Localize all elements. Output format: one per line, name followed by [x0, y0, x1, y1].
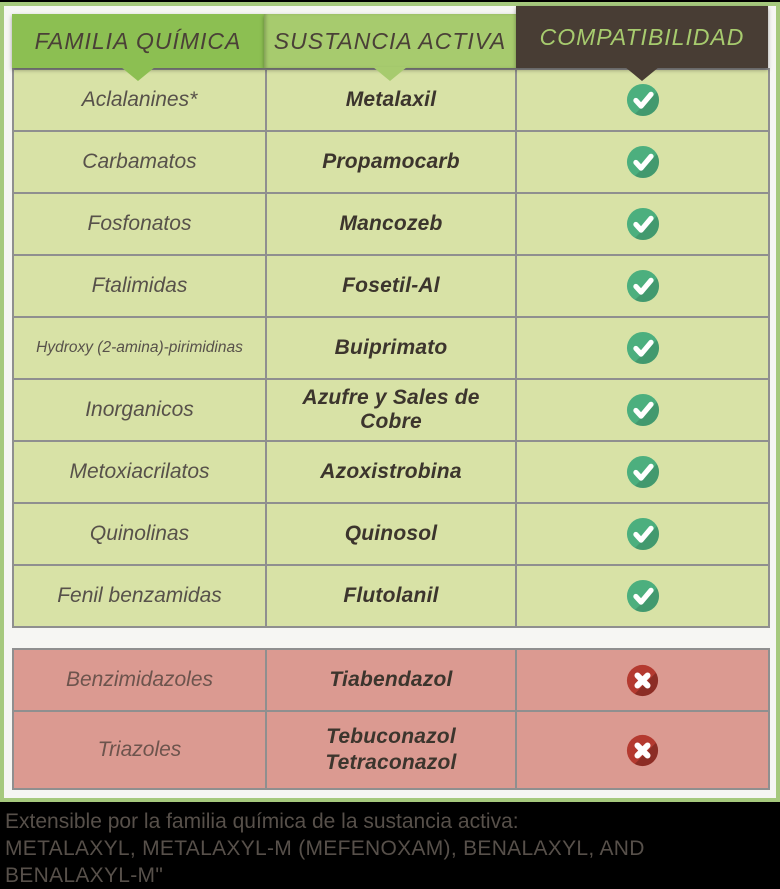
substance-line: Tebuconazol	[326, 725, 456, 748]
footnote: Extensible por la familia química de la …	[5, 808, 780, 889]
substance-cell: Mancozeb	[265, 192, 517, 256]
tab-tail	[625, 67, 659, 81]
family-cell: Quinolinas	[12, 502, 267, 566]
column-header-label: SUSTANCIA ACTIVA	[273, 27, 507, 54]
family-cell: Fosfonatos	[12, 192, 267, 256]
table-row: Fenil benzamidas Flutolanil	[12, 564, 770, 628]
family-cell: Hydroxy (2-amina)-pirimidinas	[12, 316, 267, 380]
substance-cell: Azufre y Sales de Cobre	[265, 378, 517, 442]
status-cell	[515, 440, 770, 504]
tab-tail	[121, 67, 155, 81]
footnote-line-2: METALAXYL, METALAXYL-M (MEFENOXAM), BENA…	[5, 837, 645, 887]
check-circle-icon	[626, 331, 659, 365]
table-header: FAMILIA QUÍMICA SUSTANCIA ACTIVA COMPATI…	[12, 6, 768, 81]
status-cell	[515, 130, 770, 194]
table-row: Ftalimidas Fosetil-Al	[12, 254, 770, 318]
table-row: Metoxiacrilatos Azoxistrobina	[12, 440, 770, 504]
column-header-familia-quimica: FAMILIA QUÍMICA	[12, 14, 264, 81]
status-cell	[515, 316, 770, 380]
status-cell	[515, 710, 770, 790]
table-row: Quinolinas Quinosol	[12, 502, 770, 566]
check-circle-icon	[626, 579, 659, 613]
family-cell: Carbamatos	[12, 130, 267, 194]
check-circle-icon	[626, 145, 659, 179]
substance-cell: Azoxistrobina	[265, 440, 517, 504]
status-cell	[515, 378, 770, 442]
table-row: Hydroxy (2-amina)-pirimidinas Buiprimato	[12, 316, 770, 380]
table-row: Benzimidazoles Tiabendazol	[12, 648, 770, 712]
substance-line: Tetraconazol	[325, 751, 457, 774]
table-row: Inorganicos Azufre y Sales de Cobre	[12, 378, 770, 442]
table-row: Triazoles Tebuconazol Tetraconazol	[12, 710, 770, 790]
substance-cell: Tebuconazol Tetraconazol	[265, 710, 517, 790]
incompatible-table: Benzimidazoles Tiabendazol Triazoles Teb…	[12, 648, 770, 790]
status-cell	[515, 192, 770, 256]
footnote-line-1: Extensible por la familia química de la …	[5, 810, 519, 833]
check-circle-icon	[626, 517, 659, 551]
substance-cell: Quinosol	[265, 502, 517, 566]
status-cell	[515, 254, 770, 318]
status-cell	[515, 648, 770, 712]
status-cell	[515, 502, 770, 566]
tab-tail	[373, 67, 407, 81]
family-cell: Metoxiacrilatos	[12, 440, 267, 504]
column-header-label: FAMILIA QUÍMICA	[34, 27, 242, 54]
family-cell: Ftalimidas	[12, 254, 267, 318]
cross-circle-icon	[626, 734, 659, 766]
check-circle-icon	[626, 269, 659, 303]
substance-cell: Buiprimato	[265, 316, 517, 380]
check-circle-icon	[626, 83, 659, 117]
check-circle-icon	[626, 393, 659, 427]
check-circle-icon	[626, 207, 659, 241]
family-cell: Fenil benzamidas	[12, 564, 267, 628]
compatible-table: Aclalanines* Metalaxil Carbamatos Propam…	[12, 68, 770, 628]
substance-cell: Propamocarb	[265, 130, 517, 194]
status-cell	[515, 564, 770, 628]
family-cell: Benzimidazoles	[12, 648, 267, 712]
table-row: Fosfonatos Mancozeb	[12, 192, 770, 256]
substance-cell: Tiabendazol	[265, 648, 517, 712]
compatibility-table-card: FAMILIA QUÍMICA SUSTANCIA ACTIVA COMPATI…	[0, 2, 780, 802]
check-circle-icon	[626, 455, 659, 489]
column-header-compatibilidad: COMPATIBILIDAD	[516, 6, 768, 81]
cross-circle-icon	[626, 664, 659, 696]
table-row: Carbamatos Propamocarb	[12, 130, 770, 194]
family-cell: Inorganicos	[12, 378, 267, 442]
family-cell: Triazoles	[12, 710, 267, 790]
column-header-sustancia-activa: SUSTANCIA ACTIVA	[264, 14, 516, 81]
column-header-label: COMPATIBILIDAD	[539, 23, 745, 50]
substance-cell: Flutolanil	[265, 564, 517, 628]
substance-cell: Fosetil-Al	[265, 254, 517, 318]
